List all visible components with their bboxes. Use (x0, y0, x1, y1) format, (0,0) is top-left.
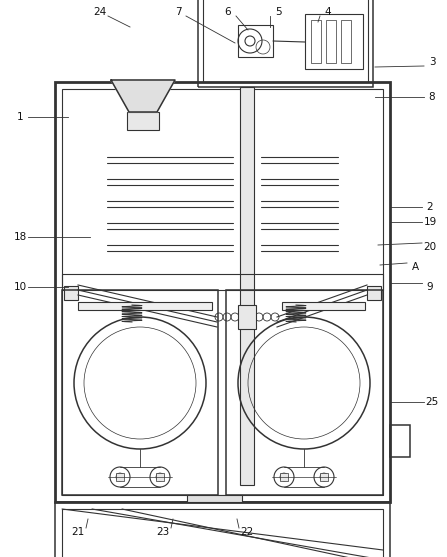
Text: A: A (411, 262, 418, 272)
Bar (390, 425, 410, 457)
Text: 19: 19 (423, 217, 437, 227)
Text: 7: 7 (175, 7, 181, 17)
Text: 9: 9 (427, 282, 433, 292)
Text: 18: 18 (13, 232, 27, 242)
Text: 1: 1 (17, 112, 23, 122)
Bar (238, 305, 256, 329)
Bar (240, 87, 254, 485)
Bar (282, 302, 365, 310)
Bar (78, 302, 212, 310)
Text: 21: 21 (72, 527, 84, 537)
Text: 22: 22 (240, 527, 253, 537)
Bar (64, 286, 78, 300)
Bar (55, 502, 390, 557)
Bar (203, 0, 368, 82)
Bar (116, 473, 124, 481)
Text: 10: 10 (13, 282, 26, 292)
Bar (226, 290, 383, 495)
Text: 23: 23 (156, 527, 169, 537)
Bar (198, 0, 373, 87)
Text: 4: 4 (325, 7, 331, 17)
Text: 24: 24 (93, 7, 107, 17)
Bar (127, 112, 159, 130)
Bar (62, 509, 383, 557)
Text: 5: 5 (275, 7, 281, 17)
Text: 3: 3 (429, 57, 435, 67)
Bar (341, 20, 351, 63)
Bar (280, 473, 288, 481)
Bar (311, 20, 321, 63)
Text: 8: 8 (429, 92, 435, 102)
Bar (305, 14, 363, 69)
Text: 6: 6 (225, 7, 231, 17)
Bar (62, 274, 383, 290)
Bar (367, 286, 381, 300)
Bar (187, 495, 242, 502)
Polygon shape (111, 80, 175, 112)
Bar (62, 89, 383, 495)
Bar (55, 82, 390, 502)
Text: 2: 2 (427, 202, 433, 212)
Bar (156, 473, 164, 481)
Text: 25: 25 (426, 397, 439, 407)
Bar (62, 290, 218, 495)
Bar (326, 20, 336, 63)
Bar (238, 25, 273, 57)
Text: 20: 20 (423, 242, 437, 252)
Bar (320, 473, 328, 481)
